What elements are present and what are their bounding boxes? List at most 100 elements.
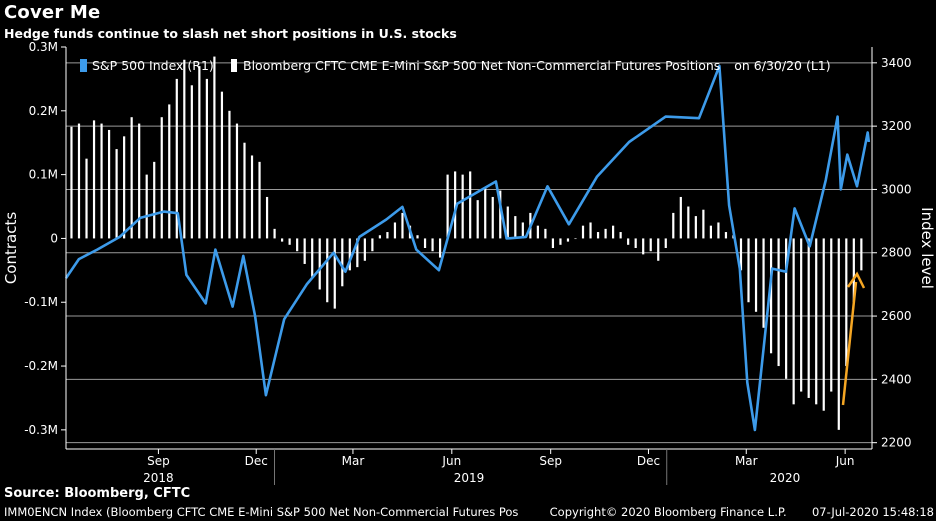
position-bar (296, 238, 299, 252)
position-bar (852, 238, 855, 303)
position-bar (642, 238, 645, 255)
position-bar (123, 136, 126, 239)
position-bar (401, 212, 404, 239)
right-tick-label: 3400 (881, 56, 912, 70)
right-axis-title: Index level (918, 207, 936, 289)
left-tick-label: 0.1M (29, 168, 58, 182)
position-bar (694, 216, 697, 239)
position-bar (107, 129, 111, 239)
x-month-label: Sep (147, 454, 170, 468)
arrow-shaft (841, 281, 858, 406)
position-bars (70, 56, 863, 430)
left-tick-label: -0.1M (24, 295, 58, 309)
x-year-label: 2020 (770, 471, 801, 485)
position-bar (604, 228, 607, 239)
position-bar (243, 142, 246, 239)
position-bar (273, 228, 276, 239)
position-bar (318, 238, 321, 290)
chart-subtitle: Hedge funds continue to slash net short … (4, 26, 457, 41)
left-tick-label: 0.3M (29, 40, 58, 54)
position-bar (213, 56, 216, 239)
position-bar (860, 238, 863, 271)
position-bar (138, 123, 141, 239)
legend-label-positions-name: Bloomberg CFTC CME E-Mini S&P 500 Net No… (243, 58, 720, 73)
position-bar (198, 66, 201, 239)
position-bar (800, 238, 803, 392)
position-bar (371, 238, 374, 252)
chart-title: Cover Me (4, 2, 101, 23)
left-axis-title: Contracts (2, 212, 20, 285)
position-bar (386, 232, 389, 239)
position-bar (333, 238, 336, 309)
position-bar (634, 238, 637, 248)
position-bar (581, 225, 585, 239)
position-bar (70, 126, 73, 239)
position-bar (423, 238, 427, 248)
position-bar (288, 238, 291, 245)
position-bar (612, 225, 615, 239)
position-bar (326, 238, 329, 303)
position-bar (416, 235, 419, 239)
position-bar (190, 85, 193, 239)
position-bar (446, 174, 449, 239)
position-bar (393, 222, 397, 239)
position-bar (709, 225, 712, 239)
legend-label-positions: Bloomberg CFTC CME E-Mini S&P 500 Net No… (243, 58, 831, 73)
arrow-head (846, 271, 866, 289)
position-bar (672, 212, 675, 239)
position-bar (130, 117, 133, 239)
position-bar (491, 196, 494, 239)
x-month-label: Mar (342, 454, 365, 468)
position-bar (747, 238, 750, 303)
position-bar (724, 232, 728, 239)
right-tick-label: 2400 (881, 372, 912, 386)
position-bar (160, 117, 163, 239)
position-bar (469, 171, 472, 239)
position-bar (145, 174, 148, 239)
copyright-text: Copyright© 2020 Bloomberg Finance L.P. (549, 505, 787, 519)
left-tick-label: 0.2M (29, 104, 58, 118)
legend: S&P 500 Index (R1) Bloomberg CFTC CME E-… (80, 58, 831, 73)
position-bar (702, 209, 705, 239)
spx-line (64, 64, 871, 432)
legend-swatch-positions (231, 59, 237, 72)
position-bar (183, 59, 186, 239)
position-bar (100, 123, 103, 239)
x-month-label: Dec (245, 454, 268, 468)
position-bar (657, 238, 660, 261)
position-bar (649, 238, 652, 252)
position-bar (506, 206, 509, 239)
x-month-label: Jun (441, 454, 461, 468)
footer-right: Copyright© 2020 Bloomberg Finance L.P. 0… (550, 505, 934, 519)
position-bar (627, 238, 630, 245)
annotation-arrow (841, 271, 866, 406)
left-tick-label: -0.2M (24, 359, 58, 373)
x-year-label: 2018 (143, 471, 174, 485)
axes: Contracts Index level 3400 3200 3000 2800 26… (2, 40, 936, 485)
position-bar (85, 158, 88, 239)
position-bar (536, 225, 539, 239)
position-bar (687, 206, 690, 239)
position-bar (484, 187, 487, 239)
position-bar (559, 238, 562, 245)
left-tick-label: 0 (50, 231, 58, 245)
position-bar (348, 238, 351, 271)
position-bar (438, 238, 442, 258)
ticker-description: IMM0ENCN Index (Bloomberg CFTC CME E-Min… (4, 505, 519, 519)
position-bar (220, 91, 224, 239)
position-bar (235, 123, 239, 239)
position-bar (250, 155, 254, 239)
position-bar (258, 161, 261, 239)
position-bar (717, 222, 720, 239)
position-bar (845, 238, 848, 367)
right-tick-label: 3000 (881, 182, 912, 196)
position-bar (619, 232, 622, 239)
right-tick-label: 2800 (881, 246, 912, 260)
position-bar (341, 238, 344, 287)
position-bar (281, 238, 284, 242)
timestamp-text: 07-Jul-2020 15:48:18 (811, 505, 934, 519)
left-tick-label: -0.3M (24, 423, 58, 437)
x-month-label: Dec (637, 454, 660, 468)
